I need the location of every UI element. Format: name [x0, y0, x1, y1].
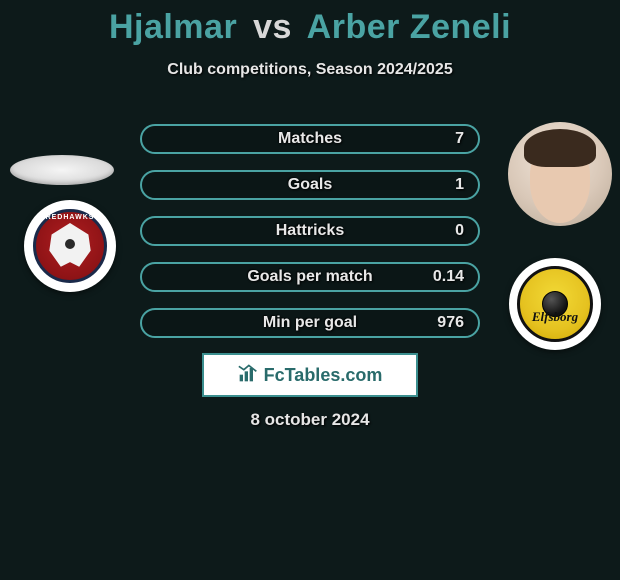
stat-label: Matches — [278, 130, 342, 148]
stat-label: Hattricks — [276, 222, 344, 240]
stat-value: 0.14 — [433, 268, 464, 286]
watermark-text: FcTables.com — [264, 365, 383, 386]
player1-name: Hjalmar — [109, 8, 237, 46]
stat-row-min-per-goal: Min per goal 976 — [140, 308, 480, 338]
player1-team-name: REDHAWKS — [46, 214, 95, 221]
stat-label: Goals — [288, 176, 332, 194]
stat-value: 0 — [455, 222, 464, 240]
player2-name: Arber Zeneli — [307, 8, 511, 46]
watermark[interactable]: FcTables.com — [202, 353, 418, 397]
stat-value: 1 — [455, 176, 464, 194]
stat-row-hattricks: Hattricks 0 — [140, 216, 480, 246]
stat-value: 976 — [437, 314, 464, 332]
date-text: 8 october 2024 — [0, 410, 620, 430]
stat-row-goals: Goals 1 — [140, 170, 480, 200]
stats-panel: Matches 7 Goals 1 Hattricks 0 Goals per … — [140, 124, 480, 354]
page-title: Hjalmar vs Arber Zeneli — [0, 0, 620, 47]
player2-team-name: Elfsborg — [520, 309, 590, 325]
hawk-icon — [47, 223, 93, 269]
subtitle: Club competitions, Season 2024/2025 — [0, 61, 620, 79]
stat-row-goals-per-match: Goals per match 0.14 — [140, 262, 480, 292]
bar-chart-icon — [238, 363, 258, 388]
player2-avatar — [508, 122, 612, 226]
vs-separator: vs — [253, 8, 292, 46]
player1-team-badge: REDHAWKS — [24, 200, 116, 292]
stat-row-matches: Matches 7 — [140, 124, 480, 154]
stat-value: 7 — [455, 130, 464, 148]
stat-label: Goals per match — [247, 268, 372, 286]
player1-avatar-placeholder — [10, 155, 114, 185]
stat-label: Min per goal — [263, 314, 357, 332]
player2-team-badge: Elfsborg — [509, 258, 601, 350]
